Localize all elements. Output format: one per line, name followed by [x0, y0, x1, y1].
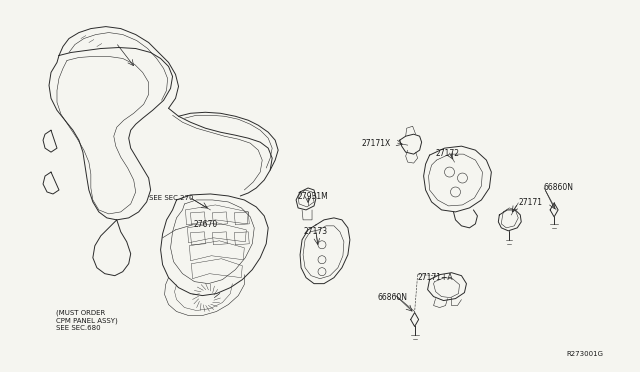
Text: 27171: 27171 [518, 198, 542, 208]
Text: (MUST ORDER
CPM PANEL ASSY)
SEE SEC.680: (MUST ORDER CPM PANEL ASSY) SEE SEC.680 [56, 310, 118, 331]
Text: 66860N: 66860N [543, 183, 573, 192]
Text: 27670: 27670 [193, 220, 218, 230]
Text: 66860N: 66860N [378, 293, 408, 302]
Text: 27931M: 27931M [297, 192, 328, 202]
Text: 27172: 27172 [436, 149, 460, 158]
Text: 27171X: 27171X [362, 139, 391, 148]
Text: 27173: 27173 [303, 227, 327, 236]
Text: R273001G: R273001G [566, 352, 603, 357]
Text: 27171+A: 27171+A [418, 273, 453, 282]
Text: SEE SEC.270: SEE SEC.270 [148, 195, 193, 201]
